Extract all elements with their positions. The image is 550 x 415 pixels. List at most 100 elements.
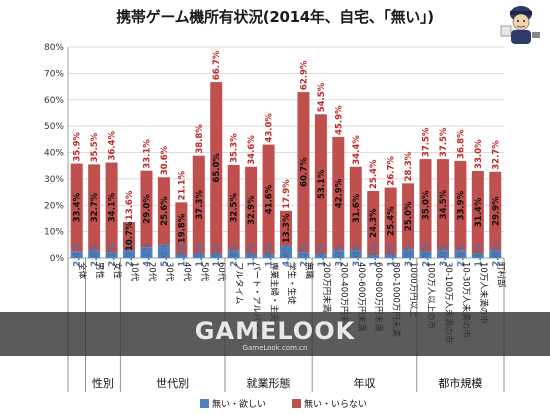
data-label-total: 43.0% [265,113,275,143]
bar-notwant [88,164,101,251]
data-label-notwant: 41.6% [265,184,275,214]
bar-notwant [349,166,362,251]
legend-swatch-want [200,399,209,408]
data-label-total: 13.6% [125,190,135,220]
bar-notwant [489,171,502,251]
data-label-total: 33.1% [142,139,152,169]
data-label-notwant: 60.7% [299,157,309,187]
y-tick-label: 80% [44,43,64,53]
category-label: 30代 [164,262,175,282]
bar-notwant [227,164,240,251]
bar-want [70,251,83,258]
data-label-total: 54.5% [317,82,327,112]
y-tick-label: 0% [50,254,65,264]
watermark-url: GameLook.com.cn [242,344,308,352]
data-label-want: 1.1% [369,243,379,267]
data-label-total: 35.9% [73,132,83,162]
data-label-total: 62.9% [299,60,309,90]
data-label-want: 3.0% [352,243,362,267]
y-tick-label: 60% [44,96,64,106]
data-label-notwant: 34.5% [439,189,449,219]
data-label-want: 1.6% [474,243,484,267]
data-label-total: 30.6% [160,145,170,175]
category-label: 400-600万円未満 [356,262,367,332]
data-label-want: 5.0% [160,243,170,267]
legend-item-want: 無い・欲しい [200,397,266,410]
data-label-total: 17.9% [282,179,292,209]
data-label-notwant: 37.3% [195,190,205,220]
data-label-want: 1.7% [212,243,222,267]
category-label: 30-100万人未満の市 [443,262,454,344]
data-label-notwant: 25.0% [404,201,414,231]
data-label-notwant: 19.8% [177,213,187,243]
data-label-total: 36.4% [108,131,118,161]
category-label: 200万円未満 [321,262,332,313]
bar-notwant [70,163,83,252]
data-label-want: 2.2% [299,243,309,267]
y-tick-label: 40% [44,149,64,159]
data-label-want: 3.3% [404,243,414,267]
bar-notwant [367,191,380,256]
bar-notwant [332,136,345,251]
legend-item-notwant: 無い・いらない [292,397,367,410]
bar-notwant [192,155,205,255]
legend-label-notwant: 無い・いらない [304,400,368,410]
bar-notwant [419,159,432,252]
category-label: 600-800万円未満 [373,262,384,332]
legend-swatch-notwant [292,399,302,408]
data-label-notwant: 33.9% [456,190,466,220]
category-label: 10代 [129,262,140,282]
category-label: パート・アルバイト [251,262,261,338]
category-label: 男性 [94,262,105,280]
bar-notwant [471,170,484,254]
data-label-total: 37.5% [422,127,432,157]
data-label-notwant: 32.7% [90,192,100,222]
bar-want [384,254,397,258]
chart-title: 携帯ゲーム機所有状況(2014年、自宅、「無い」) [116,8,434,26]
y-tick-label: 20% [44,201,64,211]
category-label: 女性 [112,262,123,280]
data-label-want: 3.0% [439,243,449,267]
data-label-notwant: 31.6% [352,193,362,223]
category-label: 40代 [181,262,192,282]
data-label-want: 1.5% [195,243,205,267]
data-label-want: 3.0% [334,243,344,267]
data-label-want: 1.4% [265,243,275,267]
watermark-banner: GAMELOOK GameLook.com.cn [0,312,550,356]
bar-notwant [245,166,258,254]
data-label-total: 66.7% [212,50,222,80]
bar-want [471,253,484,258]
watermark-brand: GAMELOOK [194,317,356,345]
bar-want [314,254,327,258]
data-label-total: 36.8% [456,129,466,159]
category-labels: 全体 男性 女性 10代 20代 30代 40代 50代 60代 フルタイム パート・アルバイト 専業… [77,262,507,344]
category-label: 50代 [199,262,210,282]
bar-want [349,250,362,258]
bar-want [262,254,275,258]
y-axis-ticks: 0% 10% 20% 30% 40% 50% 60% 70% 80% [44,43,64,264]
data-label-want: 2.4% [73,243,83,267]
bar-want [332,250,345,258]
data-label-want: 1.3% [177,243,187,267]
data-label-total: 25.4% [369,159,379,189]
legend-label-want: 無い・欲しい [212,400,267,410]
bar-want [297,252,310,258]
bar-notwant [123,222,136,251]
data-label-total: 45.9% [334,105,344,135]
y-tick-label: 70% [44,69,64,79]
data-label-notwant: 31.4% [474,197,484,227]
bar-want [436,250,449,258]
data-label-want: 2.8% [491,243,501,267]
data-label-total: 32.7% [491,140,501,170]
category-label: 10-30万人未満の市 [460,262,471,338]
bar-want [489,250,502,258]
data-label-want: 4.1% [142,243,152,267]
data-label-notwant: 29.0% [142,194,152,224]
category-label: 200-400万円未満 [338,262,349,332]
data-label-want: 2.1% [108,243,118,267]
bar-want [88,250,101,258]
y-tick-label: 30% [44,175,64,185]
data-label-notwant: 42.9% [334,178,344,208]
bar-want [454,250,467,258]
group-label: 就業形態 [246,377,291,390]
